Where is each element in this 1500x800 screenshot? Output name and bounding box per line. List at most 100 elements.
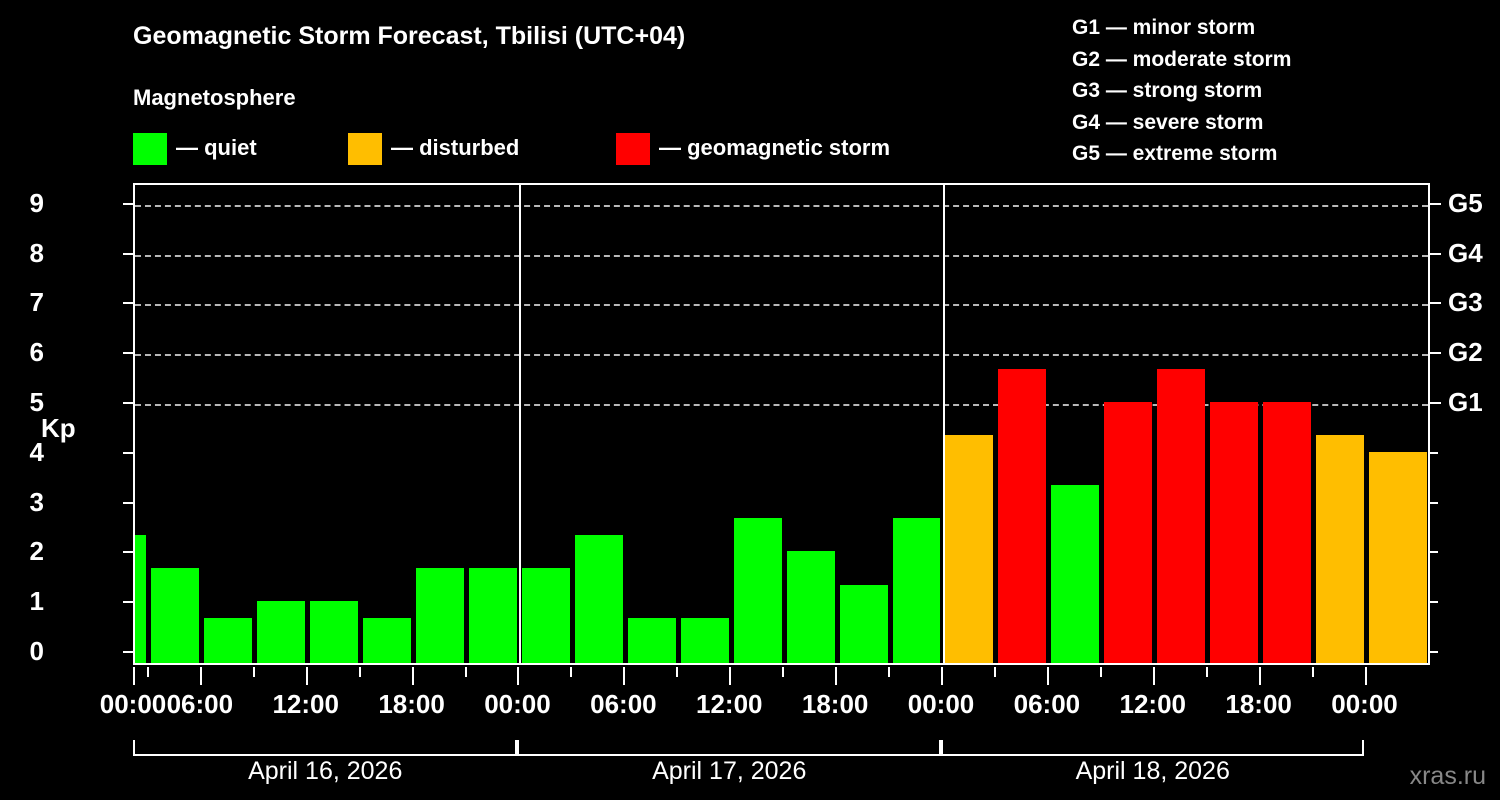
y-tick-label-5: 5 (29, 387, 44, 417)
x-tick-minor (146, 667, 149, 677)
bar (680, 617, 729, 663)
chart-subtitle: Magnetosphere (133, 85, 296, 110)
g-axis-minor-tick-3 (1430, 501, 1438, 504)
y-tick-label-4: 4 (29, 436, 44, 467)
g-legend-row-g4: G4 — severe storm (1072, 110, 1264, 134)
g-tick-label-g2: G2 (1448, 337, 1483, 368)
x-tick-label: 00:00 (484, 689, 551, 719)
g-legend-row-g3: G3 — strong storm (1072, 79, 1263, 102)
g-tick-mark-g4 (1430, 252, 1441, 255)
bar (416, 567, 465, 663)
bar (469, 567, 517, 663)
bar (135, 534, 147, 663)
x-tick-label: 12:00 (695, 689, 763, 719)
y-tick-mark-2 (123, 551, 133, 554)
gridline-kp-9 (135, 204, 1428, 207)
legend-swatch-quiet-icon (133, 133, 167, 165)
x-tick-minor (570, 667, 573, 677)
y-tick-label-3: 3 (29, 486, 44, 517)
x-tick-label: 06:00 (1013, 689, 1081, 719)
day-divider-2 (942, 185, 945, 663)
y-tick-mark-1 (123, 601, 133, 604)
y-tick-label-2: 2 (29, 536, 44, 567)
day-label-2: April 17, 2026 (652, 757, 807, 785)
g-scale-legend: G1 — minor storm G2 — moderate storm G3 … (1072, 12, 1472, 170)
x-tick-label: 06:00 (166, 689, 234, 719)
g-tick-label-g4: G4 (1448, 237, 1483, 268)
day-bracket-2 (517, 740, 941, 756)
x-tick-label: 12:00 (272, 689, 339, 719)
y-tick-label-9: 9 (29, 187, 44, 218)
day-bracket-3 (940, 740, 1365, 756)
legend-swatch-storm-icon (616, 133, 650, 165)
g-legend-row-g1: G1 — minor storm (1072, 16, 1256, 39)
g-axis-minor-tick-0 (1430, 651, 1438, 653)
x-tick-major (729, 667, 732, 685)
bar (257, 601, 306, 663)
y-tick-mark-7 (123, 302, 133, 305)
legend-entry-storm: — geomagnetic storm (616, 133, 890, 167)
watermark: xras.ru (1409, 762, 1486, 790)
x-tick-major (1152, 667, 1155, 685)
x-tick-major (517, 667, 520, 685)
x-tick-minor (1205, 667, 1208, 677)
g-axis-minor-tick-2 (1430, 551, 1438, 554)
bar (204, 617, 253, 663)
x-tick-major (1364, 667, 1367, 685)
bar (998, 368, 1047, 663)
y-tick-label-7: 7 (29, 287, 44, 318)
gridline-kp-8 (135, 254, 1428, 257)
y-tick-label-6: 6 (29, 337, 44, 368)
bar (363, 617, 412, 663)
page-title: Geomagnetic Storm Forecast, Tbilisi (UTC… (133, 22, 686, 50)
x-tick-major (305, 667, 308, 685)
y-tick-label-8: 8 (29, 237, 44, 268)
g-legend-row-g2: G2 — moderate storm (1072, 47, 1292, 71)
y-axis-title: Kp (41, 413, 76, 443)
x-tick-minor (782, 667, 785, 677)
legend-label-storm: — geomagnetic storm (659, 135, 891, 160)
gridline-kp-6 (135, 354, 1428, 357)
x-tick-major (199, 667, 202, 685)
bar (1157, 368, 1206, 663)
g-tick-mark-g5 (1430, 202, 1441, 205)
y-tick-mark-3 (123, 501, 133, 504)
legend-label-quiet: — quiet (176, 135, 257, 160)
bar (627, 617, 676, 663)
bar (1316, 435, 1364, 663)
x-tick-minor (358, 667, 361, 677)
bar (1210, 402, 1259, 663)
bar (521, 567, 570, 663)
x-tick-minor (464, 667, 467, 677)
bar (1051, 485, 1100, 663)
day-divider-1 (519, 185, 522, 663)
g-tick-label-g3: G3 (1448, 287, 1483, 318)
y-tick-mark-4 (123, 451, 133, 454)
x-tick-label: 06:00 (590, 689, 657, 719)
bar (151, 567, 200, 663)
bar (1369, 451, 1427, 663)
x-tick-label: 18:00 (801, 689, 869, 719)
x-tick-label: 18:00 (378, 689, 445, 719)
x-tick-major (835, 667, 838, 685)
bar (733, 518, 782, 663)
x-tick-major (1046, 667, 1049, 685)
bar (786, 551, 835, 663)
legend-swatch-disturbed-icon (348, 133, 382, 165)
x-tick-major (133, 667, 135, 685)
g-tick-mark-g3 (1430, 302, 1441, 305)
y-tick-label-0: 0 (29, 636, 44, 666)
x-tick-major (623, 667, 626, 685)
day-label-3: April 18, 2026 (1075, 757, 1230, 785)
bar (1104, 402, 1153, 663)
g-tick-label-g1: G1 (1448, 387, 1483, 417)
x-tick-minor (888, 667, 891, 677)
x-tick-label: 00:00 (1331, 689, 1398, 719)
day-bracket-1 (133, 740, 518, 756)
y-tick-mark-5 (123, 402, 133, 404)
plot-inner (135, 185, 1428, 663)
legend-entry-quiet: — quiet (133, 133, 257, 167)
x-tick-label: 00:00 (99, 689, 167, 719)
x-tick-label: 12:00 (1119, 689, 1186, 719)
